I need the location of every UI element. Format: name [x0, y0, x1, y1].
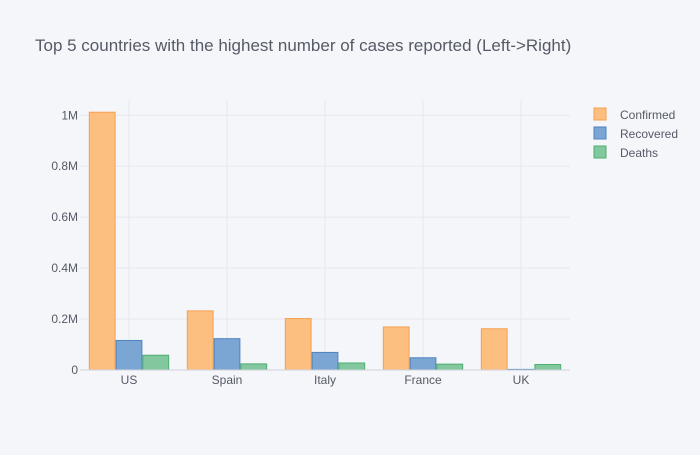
- y-tick-label: 0.2M: [51, 312, 78, 326]
- bar-recovered-spain[interactable]: [213, 338, 241, 371]
- grid-lines: [80, 100, 570, 370]
- x-tick-label: US: [121, 373, 138, 387]
- legend-swatch: [593, 145, 607, 159]
- bar-deaths-spain[interactable]: [240, 363, 268, 371]
- legend-swatch: [593, 107, 607, 121]
- bars: [88, 111, 562, 371]
- y-tick-label: 1M: [61, 108, 78, 122]
- legend-swatch: [593, 126, 607, 140]
- bar-confirmed-italy[interactable]: [284, 318, 312, 371]
- bar-deaths-france[interactable]: [436, 363, 464, 371]
- bar-confirmed-us[interactable]: [88, 111, 116, 371]
- legend-item-recovered[interactable]: Recovered: [593, 126, 678, 141]
- legend-item-confirmed[interactable]: Confirmed: [593, 107, 675, 122]
- chart-title: Top 5 countries with the highest number …: [35, 36, 571, 55]
- legend-label: Recovered: [620, 127, 678, 141]
- legend-label: Confirmed: [620, 108, 675, 122]
- axes: 0 0.2M 0.4M 0.6M 0.8M 1M US Spain Italy France UK: [51, 108, 570, 387]
- bar-deaths-italy[interactable]: [338, 362, 366, 371]
- bar-recovered-us[interactable]: [115, 339, 143, 371]
- x-tick-label: UK: [513, 373, 530, 387]
- bar-recovered-italy[interactable]: [311, 351, 339, 371]
- legend-label: Deaths: [620, 146, 658, 160]
- x-tick-label: Spain: [212, 373, 243, 387]
- x-tick-label: Italy: [314, 373, 336, 387]
- bar-confirmed-spain[interactable]: [186, 310, 214, 371]
- y-tick-label: 0.6M: [51, 210, 78, 224]
- bar-deaths-uk[interactable]: [534, 364, 562, 371]
- legend[interactable]: Confirmed Recovered Deaths: [593, 107, 678, 160]
- bar-confirmed-france[interactable]: [382, 326, 410, 371]
- x-tick-label: France: [404, 373, 442, 387]
- bar-recovered-france[interactable]: [409, 357, 437, 371]
- y-tick-label: 0.4M: [51, 261, 78, 275]
- bar-deaths-us[interactable]: [142, 354, 170, 371]
- legend-item-deaths[interactable]: Deaths: [593, 145, 658, 160]
- y-tick-label: 0.8M: [51, 159, 78, 173]
- bar-confirmed-uk[interactable]: [480, 328, 508, 371]
- y-tick-label: 0: [71, 363, 78, 377]
